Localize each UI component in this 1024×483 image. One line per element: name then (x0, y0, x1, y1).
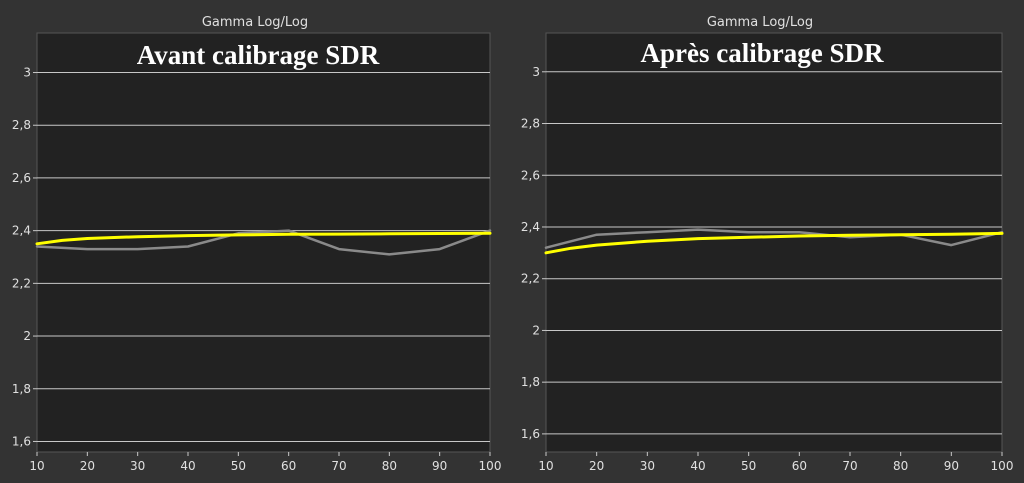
x-tick-label: 90 (944, 459, 959, 473)
x-tick-label: 40 (180, 459, 195, 473)
x-tick-label: 50 (741, 459, 756, 473)
x-tick-label: 80 (893, 459, 908, 473)
chart-panel-after: Gamma Log/Log 1,6 1,8 2 2,2 2,4 2,6 2,8 3 10 20 30… (521, 15, 1014, 473)
y-tick-label: 2,8 (12, 118, 31, 132)
y-tick-label: 1,6 (12, 434, 31, 448)
overlay-title: Après calibrage SDR (641, 38, 884, 68)
chart-title: Gamma Log/Log (707, 15, 813, 30)
x-tick-label: 80 (382, 459, 397, 473)
y-tick-label: 3 (532, 65, 540, 79)
x-tick-label: 10 (538, 459, 553, 473)
series-layer (544, 228, 1004, 255)
x-tick-label: 100 (479, 459, 502, 473)
x-tick-label: 10 (29, 459, 44, 473)
x-tick-label: 60 (281, 459, 296, 473)
measured-gamma-line (544, 228, 1004, 249)
target-gamma-line (35, 231, 492, 246)
y-tick-label: 3 (23, 66, 31, 80)
y-tick-label: 2 (532, 323, 540, 337)
gridlines (546, 71, 1002, 435)
gridlines (37, 72, 490, 442)
tick-labels: 1,6 1,8 2 2,2 2,4 2,6 2,8 3 10 20 30 40 50 60 70 80 90 10… (12, 66, 502, 473)
x-tick-label: 30 (640, 459, 655, 473)
x-tick-label: 100 (991, 459, 1014, 473)
y-tick-label: 1,8 (521, 375, 540, 389)
tick-labels: 1,6 1,8 2 2,2 2,4 2,6 2,8 3 10 20 30 40 50 60 70 80 90 10… (521, 65, 1014, 473)
overlay-title: Avant calibrage SDR (137, 40, 380, 70)
series-layer (35, 229, 492, 256)
x-tick-label: 40 (690, 459, 705, 473)
y-tick-label: 2,4 (12, 224, 31, 238)
y-tick-label: 1,6 (521, 427, 540, 441)
target-gamma-line (544, 231, 1004, 255)
x-tick-label: 60 (792, 459, 807, 473)
chart-title: Gamma Log/Log (202, 15, 308, 30)
y-tick-label: 2,4 (521, 220, 540, 234)
chart-panel-before: Gamma Log/Log 1,6 1,8 2 2,2 2,4 2,6 2,8 3 10 20 30… (12, 15, 502, 473)
x-tick-label: 20 (589, 459, 604, 473)
y-tick-label: 2,6 (521, 168, 540, 182)
plot-area (36, 32, 491, 453)
x-tick-label: 30 (130, 459, 145, 473)
measured-gamma-line (35, 229, 492, 256)
x-tick-label: 70 (842, 459, 857, 473)
x-tick-label: 70 (331, 459, 346, 473)
y-tick-label: 1,8 (12, 382, 31, 396)
y-tick-label: 2,2 (521, 272, 540, 286)
x-tick-label: 50 (231, 459, 246, 473)
y-tick-label: 2,8 (521, 117, 540, 131)
y-tick-label: 2,2 (12, 276, 31, 290)
x-tick-label: 20 (80, 459, 95, 473)
x-tick-label: 90 (432, 459, 447, 473)
y-tick-label: 2 (23, 329, 31, 343)
y-tick-label: 2,6 (12, 171, 31, 185)
